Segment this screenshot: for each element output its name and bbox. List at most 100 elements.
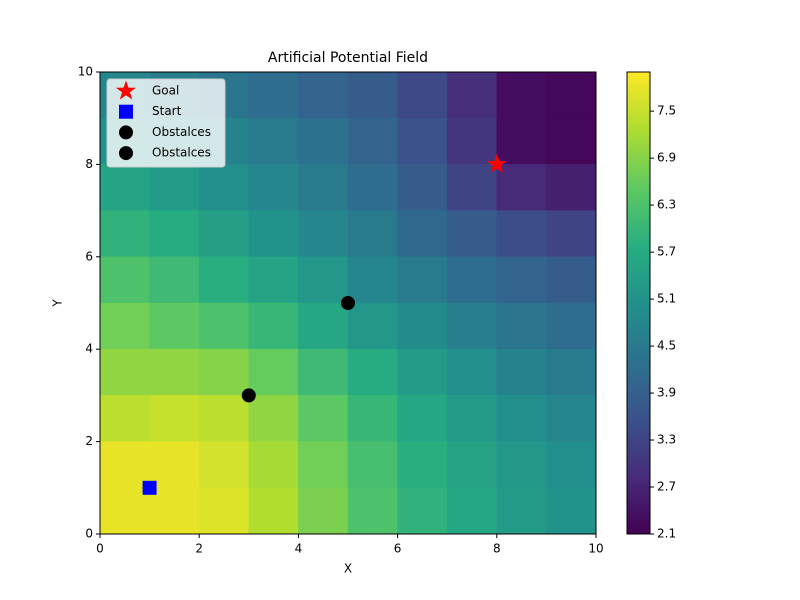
colorbar-tick-label: 6.3 [657,198,676,212]
field-cell [198,164,250,211]
x-axis-label: X [344,562,352,576]
field-cell [546,395,597,442]
field-cell [546,117,597,165]
field-cell [446,71,498,119]
field-cell [496,210,547,258]
field-cell [149,487,200,535]
plot-frame [99,71,597,535]
field-cell [496,441,547,489]
field-cell [446,117,498,165]
field-cell [397,117,448,165]
field [99,71,597,535]
field-cell [397,395,448,442]
field-cell [347,164,398,211]
field-cell [298,256,349,304]
field-cell [496,395,547,442]
colorbar-tick-label: 3.9 [657,386,676,400]
field-cell [298,164,349,211]
field-cell [446,210,498,258]
field-cell [99,256,150,304]
point [142,480,157,495]
legend-label: Goal [152,84,179,98]
field-cell [397,302,448,350]
field-cell [248,487,299,535]
legend-marker [119,125,133,140]
field-cell [446,487,498,535]
field-cell [99,441,150,489]
colorbar [626,71,651,535]
field-cell [99,210,150,258]
legend-label: Obstalces [152,146,211,160]
field-cell [397,210,448,258]
field-cell [149,302,200,350]
field-cell [99,302,150,350]
field-cell [149,210,200,258]
field-cell [99,395,150,442]
x-tick-label: 4 [295,542,303,556]
field-cell [248,256,299,304]
x-tick-label: 10 [588,542,603,556]
field-cell [546,256,597,304]
field-cell [397,256,448,304]
colorbar-tick-label: 5.1 [657,292,676,306]
field-cell [248,395,299,442]
field-cell [496,117,547,165]
field-cell [446,348,498,396]
point [341,296,355,310]
field-cell [446,256,498,304]
field-cell [298,302,349,350]
field-cell [496,348,547,396]
field-cell [496,164,547,211]
field-cell [298,348,349,396]
field-cell [347,395,398,442]
field-cell [248,117,299,165]
field-cell [198,256,250,304]
x-tick-label: 6 [394,542,402,556]
field-cell [347,302,398,350]
legend-label: Start [152,104,182,118]
field-cell [446,164,498,211]
colorbar-tick-label: 2.1 [657,527,676,541]
colorbar-tick-label: 2.7 [657,480,676,494]
field-cell [149,395,200,442]
field-cell [397,487,448,535]
colorbar-tick-label: 7.5 [657,104,676,118]
y-tick-label: 2 [85,434,93,448]
legend-marker [116,80,136,100]
field-cell [546,348,597,396]
colorbar-tick-label: 5.7 [657,245,676,259]
colorbar-tick-label: 3.3 [657,433,676,447]
point [241,388,256,403]
field-cell [99,164,150,211]
field-cell [546,302,597,350]
field-cell [149,256,200,304]
y-tick-label: 8 [85,157,93,171]
field-cell [446,441,498,489]
field-cell [248,302,299,350]
field-cell [248,441,299,489]
x-tick-label: 0 [96,542,104,556]
y-tick-label: 6 [85,249,93,263]
field-cell [546,210,597,258]
field-cell [496,302,547,350]
field-cell [546,71,597,119]
colorbar-tick-label: 6.9 [657,151,676,165]
field-cell [397,164,448,211]
x-tick-label: 8 [493,542,501,556]
field-cell [546,441,597,489]
field-cell [198,210,250,258]
field-cell [347,441,398,489]
field-cell [99,487,150,535]
legend-marker [119,104,133,119]
field-cell [546,164,597,211]
field-cell [248,164,299,211]
field-cell [198,395,250,442]
chart-title: Artificial Potential Field [268,50,428,66]
x-tick-label: 2 [195,542,203,556]
field-cell [496,487,547,535]
field-cell [397,348,448,396]
field-cell [298,487,349,535]
colorbar-tick-label: 4.5 [657,339,676,353]
field-cell [298,441,349,489]
